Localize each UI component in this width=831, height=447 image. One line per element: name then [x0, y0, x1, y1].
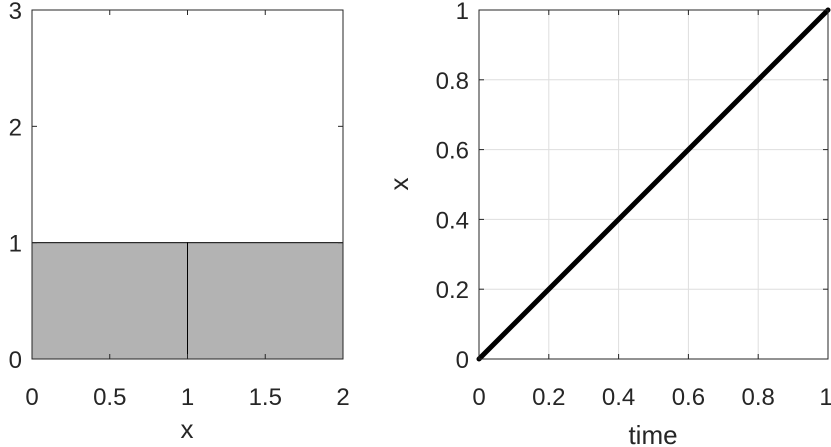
right-series	[476, 7, 831, 362]
x-tick-label: 0.2	[532, 384, 565, 411]
series-line	[476, 7, 831, 362]
left-x-axis-label: x	[181, 414, 194, 444]
x-tick-label: 2	[336, 384, 349, 411]
cell-bar	[31, 242, 188, 360]
y-tick-label: 3	[9, 0, 22, 25]
x-tick-label: 0	[472, 384, 485, 411]
y-tick-label: 0.4	[436, 207, 469, 234]
left-cells	[31, 242, 344, 360]
y-tick-label: 0.2	[436, 277, 469, 304]
right-y-axis-label: x	[384, 178, 414, 191]
x-tick-label: 0.6	[672, 384, 705, 411]
left-ticks: 0 0.5 1 1.5 2 0 1 2 3	[9, 0, 350, 411]
cell-bar	[187, 242, 344, 360]
right-x-axis-label: time	[628, 420, 677, 447]
x-tick-label: 1.5	[249, 384, 282, 411]
y-tick-label: 0.6	[436, 138, 469, 165]
x-tick-label: 0	[25, 384, 38, 411]
y-tick-label: 1	[9, 231, 22, 258]
right-ticks: 0 0.2 0.4 0.6 0.8 1 0 0.2 0.4 0.6 0.8 1	[436, 0, 831, 411]
y-tick-label: 1	[456, 0, 469, 25]
y-tick-label: 0	[456, 347, 469, 374]
y-tick-label: 2	[9, 114, 22, 141]
y-tick-label: 0.8	[436, 68, 469, 95]
right-axes-box	[478, 9, 829, 360]
x-tick-label: 0.8	[742, 384, 775, 411]
x-tick-label: 1	[819, 384, 831, 411]
left-chart: 0 0.5 1 1.5 2 0 1 2 3 x	[9, 0, 350, 444]
x-tick-label: 0.4	[602, 384, 635, 411]
x-tick-label: 0.5	[93, 384, 126, 411]
y-tick-label: 0	[9, 347, 22, 374]
x-tick-label: 1	[181, 384, 194, 411]
right-chart: 0 0.2 0.4 0.6 0.8 1 0 0.2 0.4 0.6 0.8 1 time x	[384, 0, 831, 447]
